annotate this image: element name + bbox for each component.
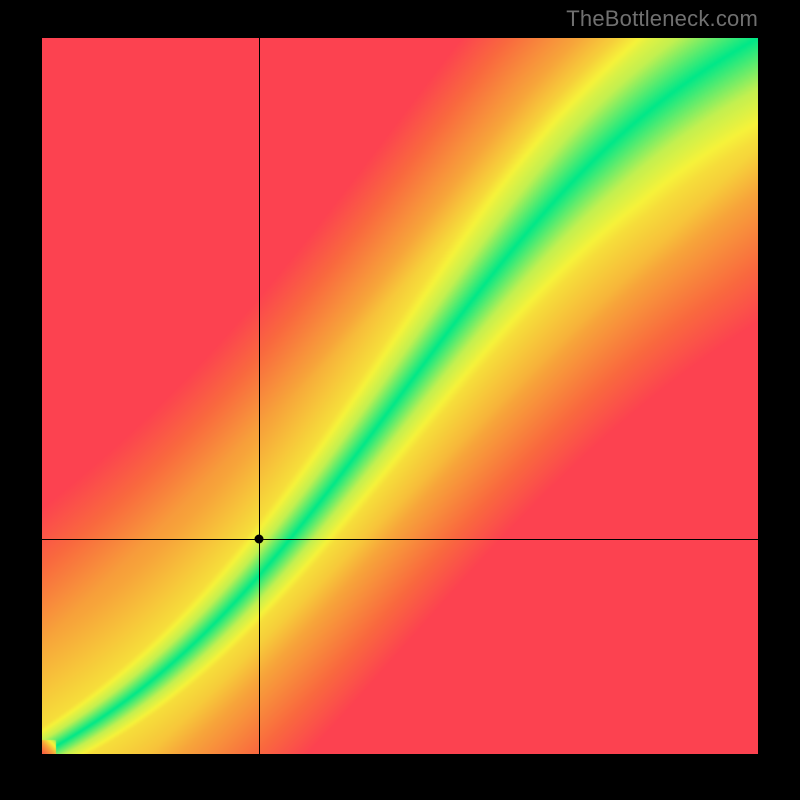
- crosshair-marker: [254, 535, 263, 544]
- crosshair-horizontal: [42, 539, 758, 540]
- chart-frame: TheBottleneck.com: [0, 0, 800, 800]
- heatmap-canvas: [42, 38, 758, 754]
- crosshair-vertical: [259, 38, 260, 754]
- plot-area: [42, 38, 758, 754]
- watermark-text: TheBottleneck.com: [566, 6, 758, 32]
